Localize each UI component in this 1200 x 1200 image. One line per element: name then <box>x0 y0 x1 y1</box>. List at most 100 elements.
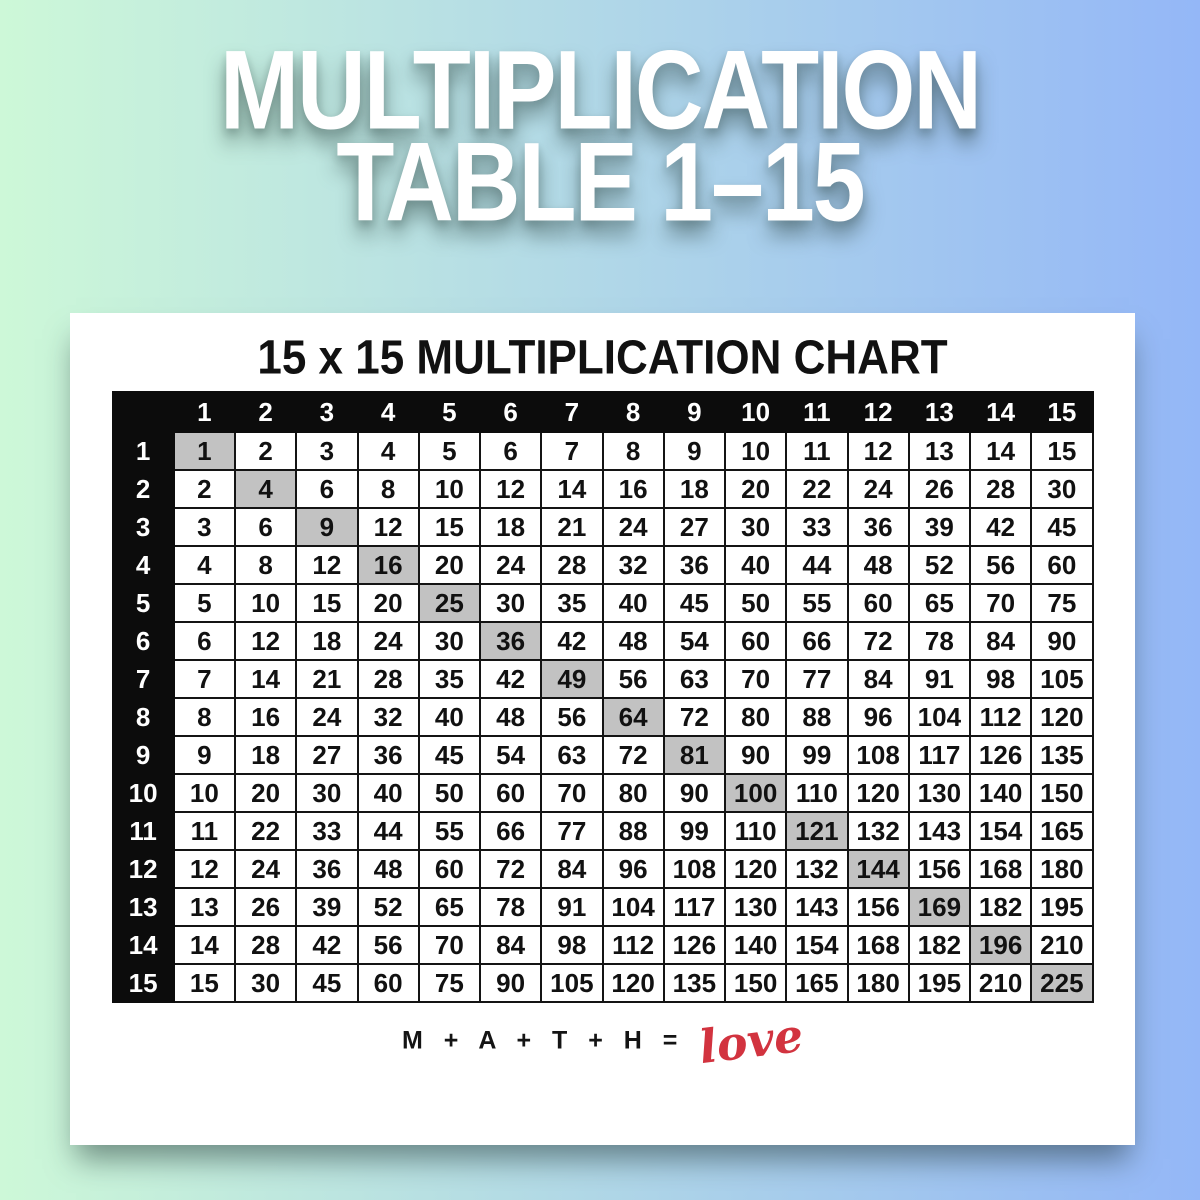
product-cell: 24 <box>233 849 298 889</box>
product-cell: 65 <box>907 583 972 623</box>
product-cell: 63 <box>540 735 604 775</box>
product-cell: 210 <box>968 963 1033 1003</box>
product-cell: 24 <box>295 697 359 737</box>
product-cell: 135 <box>662 963 727 1003</box>
product-cell: 28 <box>233 925 298 965</box>
product-cell: 65 <box>417 887 482 927</box>
product-cell: 12 <box>233 621 298 661</box>
product-cell: 150 <box>1030 773 1094 813</box>
product-cell: 130 <box>723 887 788 927</box>
col-header-cell: 7 <box>540 391 604 433</box>
product-cell: 8 <box>601 431 665 471</box>
product-cell: 120 <box>846 773 910 813</box>
product-cell: 90 <box>662 773 727 813</box>
product-cell: 60 <box>417 849 482 889</box>
table-row: 5 5 10 15 20 25 30 35 40 45 50 55 60 65 70 75 <box>111 583 1094 623</box>
product-cell: 10 <box>172 773 237 813</box>
product-cell: 84 <box>846 659 910 699</box>
product-cell: 165 <box>785 963 849 1003</box>
product-cell: 13 <box>907 431 972 471</box>
product-cell: 36 <box>295 849 359 889</box>
product-cell: 10 <box>723 431 788 471</box>
product-cell: 104 <box>601 887 665 927</box>
product-cell: 84 <box>478 925 543 965</box>
poster-title: MULTIPLICATION TABLE 1–15 <box>0 35 1200 239</box>
product-cell: 35 <box>540 583 604 623</box>
product-cell: 182 <box>968 887 1033 927</box>
product-cell: 130 <box>907 773 972 813</box>
product-cell: 11 <box>785 431 849 471</box>
row-header-cell: 7 <box>111 659 175 699</box>
product-cell: 112 <box>601 925 665 965</box>
product-cell: 108 <box>846 735 910 775</box>
product-cell: 81 <box>662 735 727 775</box>
product-cell: 30 <box>233 963 298 1003</box>
product-cell: 72 <box>478 849 543 889</box>
col-header-cell: 14 <box>968 391 1033 433</box>
product-cell: 25 <box>417 583 482 623</box>
corner-cell <box>111 391 175 433</box>
product-cell: 2 <box>233 431 298 471</box>
row-header-cell: 12 <box>111 849 175 889</box>
product-cell: 42 <box>540 621 604 661</box>
product-cell: 30 <box>295 773 359 813</box>
product-cell: 84 <box>540 849 604 889</box>
product-cell: 48 <box>601 621 665 661</box>
product-cell: 32 <box>601 545 665 585</box>
product-cell: 36 <box>356 735 420 775</box>
product-cell: 30 <box>417 621 482 661</box>
col-header-cell: 4 <box>356 391 420 433</box>
product-cell: 55 <box>417 811 482 851</box>
product-cell: 96 <box>846 697 910 737</box>
product-cell: 132 <box>846 811 910 851</box>
product-cell: 30 <box>478 583 543 623</box>
product-cell: 56 <box>540 697 604 737</box>
product-cell: 20 <box>356 583 420 623</box>
product-cell: 54 <box>478 735 543 775</box>
table-row: 1 1 2 3 4 5 6 7 8 9 10 11 12 13 14 15 <box>111 431 1094 471</box>
product-cell: 18 <box>478 507 543 547</box>
product-cell: 30 <box>723 507 788 547</box>
product-cell: 156 <box>907 849 972 889</box>
product-cell: 91 <box>540 887 604 927</box>
product-cell: 104 <box>907 697 972 737</box>
product-cell: 78 <box>478 887 543 927</box>
footer-tagline: M + A + T + H = love <box>70 1008 1135 1074</box>
product-cell: 8 <box>356 469 420 509</box>
product-cell: 135 <box>1030 735 1094 775</box>
col-header-cell: 6 <box>478 391 543 433</box>
table-row: 11 11 22 33 44 55 66 77 88 99 110 121 132 143 154 165 <box>111 811 1094 851</box>
product-cell: 105 <box>1030 659 1094 699</box>
product-cell: 150 <box>723 963 788 1003</box>
product-cell: 45 <box>417 735 482 775</box>
product-cell: 3 <box>172 507 237 547</box>
table-row: 13 13 26 39 52 65 78 91 104 117 130 143 156 169 182 195 <box>111 887 1094 927</box>
product-cell: 78 <box>907 621 972 661</box>
product-cell: 165 <box>1030 811 1094 851</box>
row-header-cell: 6 <box>111 621 175 661</box>
table-body: 1 1 2 3 4 5 6 7 8 9 10 11 12 13 14 15 2 2 4 6 8 10 12 14 16 18 20 2… <box>111 431 1094 1003</box>
product-cell: 156 <box>846 887 910 927</box>
row-header-cell: 9 <box>111 735 175 775</box>
product-cell: 14 <box>968 431 1033 471</box>
col-header-cell: 11 <box>785 391 849 433</box>
product-cell: 169 <box>907 887 972 927</box>
product-cell: 6 <box>295 469 359 509</box>
product-cell: 126 <box>662 925 727 965</box>
product-cell: 9 <box>295 507 359 547</box>
chart-card: 15 x 15 MULTIPLICATION CHART 1 2 3 4 5 6 7 8 9 10… <box>70 313 1135 1145</box>
product-cell: 91 <box>907 659 972 699</box>
product-cell: 55 <box>785 583 849 623</box>
product-cell: 9 <box>172 735 237 775</box>
product-cell: 5 <box>417 431 482 471</box>
product-cell: 195 <box>1030 887 1094 927</box>
product-cell: 42 <box>968 507 1033 547</box>
product-cell: 15 <box>1030 431 1094 471</box>
product-cell: 24 <box>478 545 543 585</box>
product-cell: 36 <box>478 621 543 661</box>
product-cell: 80 <box>601 773 665 813</box>
product-cell: 9 <box>662 431 727 471</box>
table-row: 7 7 14 21 28 35 42 49 56 63 70 77 84 91 98 105 <box>111 659 1094 699</box>
product-cell: 6 <box>478 431 543 471</box>
product-cell: 99 <box>785 735 849 775</box>
